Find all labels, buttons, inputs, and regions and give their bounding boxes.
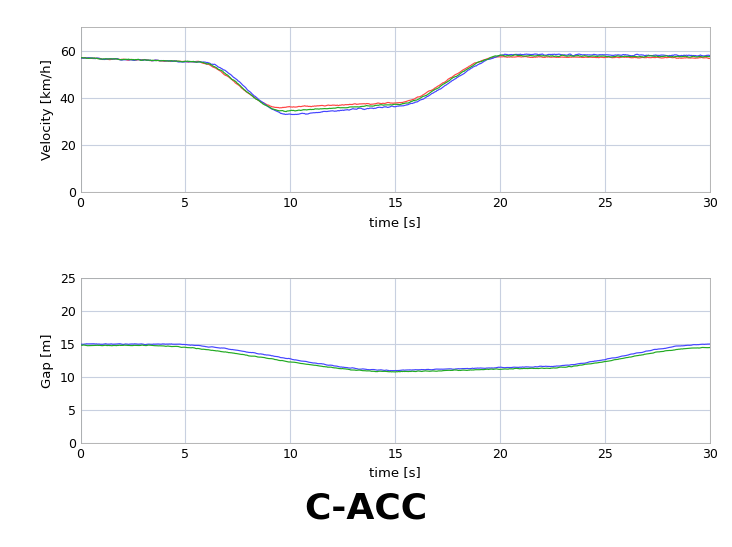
Y-axis label: Velocity [km/h]: Velocity [km/h]: [41, 60, 54, 160]
Y-axis label: Gap [m]: Gap [m]: [41, 333, 54, 388]
X-axis label: time [s]: time [s]: [370, 467, 421, 480]
X-axis label: time [s]: time [s]: [370, 216, 421, 229]
Text: C-ACC: C-ACC: [305, 491, 427, 525]
